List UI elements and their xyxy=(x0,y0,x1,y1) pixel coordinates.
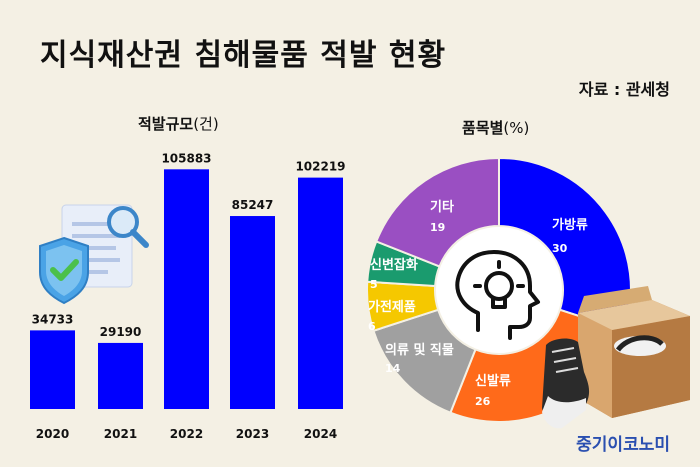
source-label: 자료 : 관세청 xyxy=(578,80,670,99)
bar-2023 xyxy=(230,216,275,409)
donut-slice-5 xyxy=(374,156,500,268)
bar-2021 xyxy=(98,342,143,409)
bar-value-label: 85247 xyxy=(232,198,274,212)
slice-value-label: 14 xyxy=(385,362,401,375)
bar-category-label: 2022 xyxy=(170,427,203,441)
bar-value-label: 105883 xyxy=(161,151,211,165)
slice-value-label: 30 xyxy=(552,242,568,255)
bar-chart: 34733 2020 29190 2021 105883 2022 85247 2023 102… xyxy=(30,151,346,441)
slice-value-label: 5 xyxy=(370,278,378,291)
bar-2022 xyxy=(164,169,209,409)
page-title: 지식재산권 침해물품 적발 현황 xyxy=(40,38,447,73)
slice-value-label: 19 xyxy=(430,221,445,234)
bar-chart-title-text: 적발규모 xyxy=(138,115,194,133)
bar-value-label: 34733 xyxy=(32,312,74,326)
bar-value-label: 29190 xyxy=(100,325,142,339)
slice-label: 의류 및 직물 xyxy=(385,342,454,358)
pie-chart-title: 품목별(%) xyxy=(462,117,529,138)
bar-category-label: 2024 xyxy=(304,427,337,441)
shield-check-icon xyxy=(39,236,89,305)
slice-label: 기타 xyxy=(430,199,454,215)
shoe-icon xyxy=(542,338,590,429)
head-lightbulb-icon xyxy=(455,250,540,340)
bar-category-label: 2023 xyxy=(236,427,269,441)
slice-label: 신변잡화 xyxy=(370,257,418,273)
slice-label: 신발류 xyxy=(475,373,511,389)
pie-chart-title-unit: (%) xyxy=(503,119,530,137)
pie-chart-title-text: 품목별 xyxy=(462,119,504,137)
slice-value-label: 26 xyxy=(475,395,491,408)
donut-hole xyxy=(436,227,562,353)
bar-category-label: 2020 xyxy=(36,427,69,441)
shoebox-icon xyxy=(578,286,690,418)
bar-2020 xyxy=(30,330,75,409)
bar-category-label: 2021 xyxy=(104,427,137,441)
slice-value-label: 6 xyxy=(368,320,376,333)
slice-label: 가전제품 xyxy=(368,299,416,315)
bar-chart-title-unit: (건) xyxy=(193,115,219,133)
bar-2024 xyxy=(298,177,343,409)
brand-logo: 중기이코노미 xyxy=(576,435,670,455)
bar-value-label: 102219 xyxy=(295,160,345,174)
slice-label: 가방류 xyxy=(552,217,588,233)
bar-chart-title: 적발규모(건) xyxy=(138,113,219,134)
